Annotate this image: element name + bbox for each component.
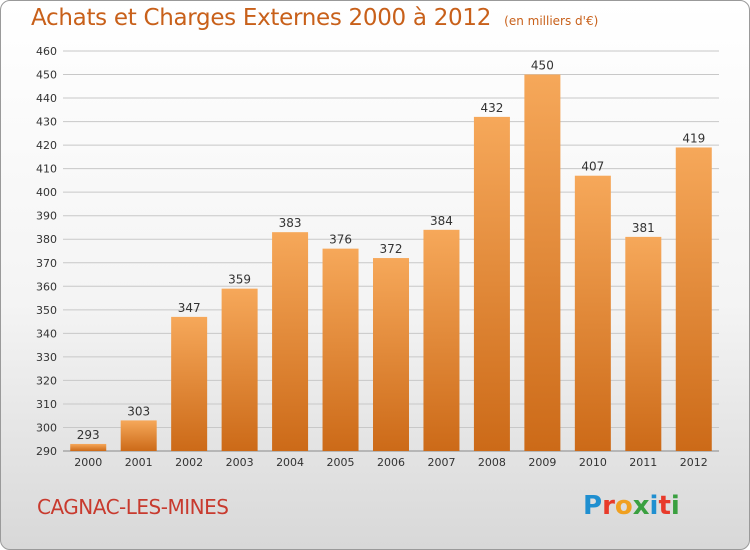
y-tick-label: 380 (36, 233, 57, 246)
value-label-2000: 293 (77, 428, 100, 442)
bar-2001 (120, 420, 157, 451)
title-main: Achats et Charges Externes 2000 à 2012 (31, 5, 492, 31)
value-label-2002: 347 (178, 301, 201, 315)
y-tick-label: 340 (36, 327, 57, 340)
y-tick-label: 310 (36, 398, 57, 411)
bar-2002 (171, 316, 208, 451)
value-label-2011: 381 (632, 221, 655, 235)
y-axis: 290 300 310 320 330 340 350 360 370 380 390 400 410 4… (36, 45, 719, 458)
x-tick-label: 2002 (175, 456, 203, 469)
y-tick-label: 420 (36, 139, 57, 152)
x-tick-label: 2006 (377, 456, 405, 469)
bar-2007 (423, 229, 460, 451)
x-tick-label: 2004 (276, 456, 304, 469)
y-tick-label: 290 (36, 445, 57, 458)
bar-2000 (70, 443, 107, 451)
y-tick-label: 320 (36, 374, 57, 387)
x-tick-label: 2000 (74, 456, 102, 469)
y-tick-label: 410 (36, 163, 57, 176)
chart-title: Achats et Charges Externes 2000 à 2012 (… (31, 5, 598, 31)
bar-2003 (221, 288, 258, 451)
bar-2012 (675, 147, 712, 451)
value-label-2010: 407 (581, 160, 604, 174)
bar-2004 (272, 232, 309, 451)
value-label-2004: 383 (279, 216, 302, 230)
y-tick-label: 330 (36, 351, 57, 364)
value-label-2006: 372 (380, 242, 403, 256)
x-tick-label: 2008 (478, 456, 506, 469)
y-tick-label: 450 (36, 69, 57, 82)
x-tick-label: 2009 (528, 456, 556, 469)
y-tick-label: 400 (36, 186, 57, 199)
bars (70, 74, 712, 452)
value-label-2008: 432 (480, 101, 503, 115)
bar-2009 (524, 74, 561, 451)
logo-letter: P (583, 491, 603, 521)
x-tick-label: 2005 (327, 456, 355, 469)
y-tick-label: 300 (36, 421, 57, 434)
y-tick-label: 440 (36, 92, 57, 105)
bar-2008 (473, 116, 510, 451)
value-label-2005: 376 (329, 233, 352, 247)
x-tick-label: 2012 (680, 456, 708, 469)
value-label-2012: 419 (682, 131, 705, 145)
x-tick-label: 2011 (629, 456, 657, 469)
y-tick-label: 390 (36, 210, 57, 223)
bar-2006 (373, 258, 409, 451)
x-tick-label: 2003 (226, 456, 254, 469)
y-tick-label: 360 (36, 280, 57, 293)
logo-letter: o (614, 491, 633, 521)
x-tick-label: 2007 (427, 456, 455, 469)
x-tick-label: 2010 (579, 456, 607, 469)
commune-name: CAGNAC-LES-MINES (37, 495, 229, 519)
proxiti-logo: Proxiti (583, 491, 680, 521)
logo-letter: i (649, 491, 659, 521)
x-axis: 2000 2001 2002 2003 2004 2005 2006 2007 2008 2009… (74, 456, 708, 469)
title-unit: (en milliers d'€) (504, 14, 599, 28)
logo-letter: x (632, 491, 650, 521)
logo-letter: i (670, 491, 680, 521)
y-tick-label: 350 (36, 304, 57, 317)
y-tick-label: 430 (36, 116, 57, 129)
x-tick-label: 2001 (125, 456, 153, 469)
bar-2011 (625, 236, 662, 451)
y-tick-label: 460 (36, 45, 57, 58)
logo-letter: r (602, 491, 615, 521)
bar-2005 (322, 248, 359, 451)
value-label-2009: 450 (531, 59, 554, 73)
value-labels: 293 303 347 359 383 376 372 384 432 450 407 381 419 (77, 59, 705, 442)
value-label-2003: 359 (228, 273, 251, 287)
value-label-2007: 384 (430, 214, 453, 228)
value-label-2001: 303 (127, 404, 150, 418)
bar-2010 (574, 175, 611, 452)
logo-letter: t (658, 491, 671, 521)
y-tick-label: 370 (36, 257, 57, 270)
